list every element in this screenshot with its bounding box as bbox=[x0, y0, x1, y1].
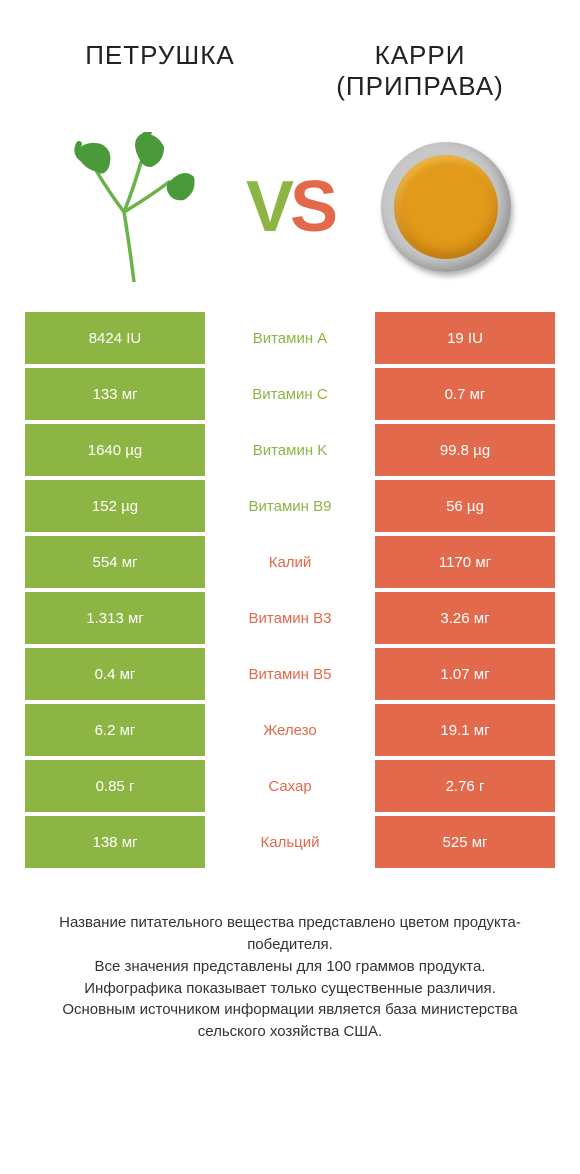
table-row: 1.313 мгВитамин B33.26 мг bbox=[25, 592, 555, 644]
header-left: ПЕТРУШКА bbox=[30, 40, 290, 71]
cell-right: 1170 мг bbox=[375, 536, 555, 588]
footer-line2: Все значения представлены для 100 граммо… bbox=[30, 956, 550, 978]
title-left: ПЕТРУШКА bbox=[30, 40, 290, 71]
cell-right: 525 мг bbox=[375, 816, 555, 868]
table-row: 152 µgВитамин B956 µg bbox=[25, 480, 555, 532]
footer: Название питательного вещества представл… bbox=[0, 872, 580, 1063]
cell-label: Витамин B9 bbox=[205, 480, 375, 532]
curry-powder bbox=[394, 155, 498, 259]
cell-left: 152 µg bbox=[25, 480, 205, 532]
header: ПЕТРУШКА КАРРИ (ПРИПРАВА) bbox=[0, 0, 580, 112]
table-row: 1640 µgВитамин K99.8 µg bbox=[25, 424, 555, 476]
cell-label: Сахар bbox=[205, 760, 375, 812]
cell-left: 0.85 г bbox=[25, 760, 205, 812]
vs-v: V bbox=[246, 167, 290, 247]
cell-left: 138 мг bbox=[25, 816, 205, 868]
cell-left: 8424 IU bbox=[25, 312, 205, 364]
vs-label: VS bbox=[246, 166, 334, 248]
cell-right: 0.7 мг bbox=[375, 368, 555, 420]
comparison-table: 8424 IUВитамин A19 IU133 мгВитамин C0.7 … bbox=[0, 312, 580, 868]
header-right: КАРРИ (ПРИПРАВА) bbox=[290, 40, 550, 102]
cell-left: 133 мг bbox=[25, 368, 205, 420]
cell-right: 56 µg bbox=[375, 480, 555, 532]
cell-right: 1.07 мг bbox=[375, 648, 555, 700]
parsley-image bbox=[59, 132, 209, 282]
cell-label: Кальций bbox=[205, 816, 375, 868]
cell-label: Калий bbox=[205, 536, 375, 588]
cell-right: 19.1 мг bbox=[375, 704, 555, 756]
cell-label: Витамин B5 bbox=[205, 648, 375, 700]
parsley-icon bbox=[69, 132, 199, 282]
table-row: 8424 IUВитамин A19 IU bbox=[25, 312, 555, 364]
cell-left: 1640 µg bbox=[25, 424, 205, 476]
title-right-line1: КАРРИ bbox=[290, 40, 550, 71]
cell-right: 99.8 µg bbox=[375, 424, 555, 476]
cell-left: 1.313 мг bbox=[25, 592, 205, 644]
cell-left: 554 мг bbox=[25, 536, 205, 588]
title-right-line2: (ПРИПРАВА) bbox=[290, 71, 550, 102]
cell-label: Витамин B3 bbox=[205, 592, 375, 644]
table-row: 138 мгКальций525 мг bbox=[25, 816, 555, 868]
curry-bowl-icon bbox=[381, 142, 511, 272]
table-row: 6.2 мгЖелезо19.1 мг bbox=[25, 704, 555, 756]
footer-line3: Инфографика показывает только существенн… bbox=[30, 978, 550, 1000]
cell-label: Витамин A bbox=[205, 312, 375, 364]
cell-label: Витамин C bbox=[205, 368, 375, 420]
cell-left: 0.4 мг bbox=[25, 648, 205, 700]
cell-right: 2.76 г bbox=[375, 760, 555, 812]
footer-line1: Название питательного вещества представл… bbox=[30, 912, 550, 956]
footer-line4: Основным источником информации является … bbox=[30, 999, 550, 1043]
table-row: 0.85 гСахар2.76 г bbox=[25, 760, 555, 812]
cell-left: 6.2 мг bbox=[25, 704, 205, 756]
images-row: VS bbox=[0, 112, 580, 312]
cell-right: 3.26 мг bbox=[375, 592, 555, 644]
table-row: 554 мгКалий1170 мг bbox=[25, 536, 555, 588]
vs-s: S bbox=[290, 167, 334, 247]
cell-label: Железо bbox=[205, 704, 375, 756]
cell-right: 19 IU bbox=[375, 312, 555, 364]
curry-image bbox=[371, 132, 521, 282]
table-row: 0.4 мгВитамин B51.07 мг bbox=[25, 648, 555, 700]
cell-label: Витамин K bbox=[205, 424, 375, 476]
table-row: 133 мгВитамин C0.7 мг bbox=[25, 368, 555, 420]
